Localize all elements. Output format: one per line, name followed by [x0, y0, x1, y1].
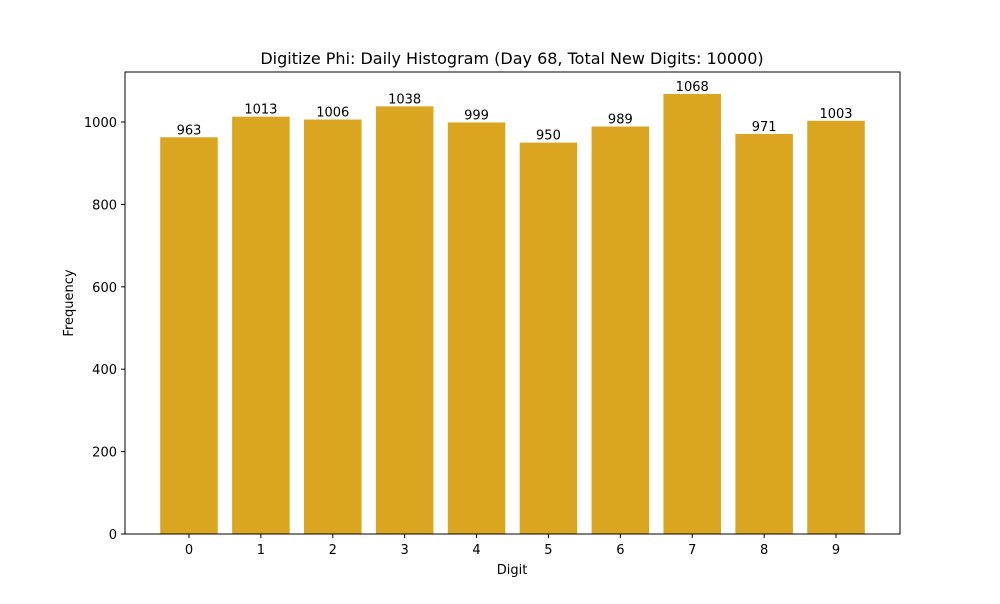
- x-tick-label: 5: [544, 543, 552, 558]
- y-tick-label: 1000: [84, 116, 117, 131]
- bar-value-label: 1038: [388, 92, 421, 107]
- bar-value-label: 1068: [676, 80, 709, 95]
- y-tick-label: 0: [109, 528, 117, 543]
- y-tick-label: 800: [92, 198, 117, 213]
- y-tick-label: 600: [92, 281, 117, 296]
- x-tick-label: 7: [688, 543, 696, 558]
- y-tick-label: 400: [92, 363, 117, 378]
- x-tick-label: 0: [185, 543, 193, 558]
- bar-value-label: 963: [177, 123, 202, 138]
- y-tick-label: 200: [92, 446, 117, 461]
- x-axis-label: Digit: [497, 563, 528, 578]
- x-tick-label: 8: [760, 543, 768, 558]
- bar-digit-7: [663, 94, 721, 534]
- x-tick-label: 9: [832, 543, 840, 558]
- bar-value-label: 1003: [819, 107, 852, 122]
- x-tick-label: 4: [472, 543, 480, 558]
- bar-digit-4: [447, 122, 506, 534]
- bar-value-label: 971: [752, 120, 777, 135]
- bar-value-label: 1013: [244, 103, 277, 118]
- bar-digit-8: [735, 133, 793, 535]
- x-tick-label: 6: [616, 543, 624, 558]
- x-tick-label: 2: [329, 543, 337, 558]
- bar-digit-9: [807, 120, 865, 535]
- x-tick-label: 1: [257, 543, 265, 558]
- bar-digit-3: [375, 106, 434, 534]
- bar-value-label: 989: [608, 113, 633, 128]
- x-tick-label: 3: [401, 543, 409, 558]
- bar-digit-2: [304, 119, 362, 535]
- y-axis-label: Frequency: [62, 269, 77, 336]
- bar-digit-1: [232, 116, 290, 534]
- bar-digit-6: [591, 126, 650, 534]
- chart-title: Digitize Phi: Daily Histogram (Day 68, T…: [260, 49, 763, 68]
- bar-value-label: 950: [536, 129, 561, 144]
- bar-digit-0: [160, 137, 218, 534]
- bar-value-label: 1006: [316, 106, 349, 121]
- plot-frame: [124, 71, 901, 535]
- bar-digit-5: [519, 142, 578, 534]
- bar-value-label: 999: [464, 108, 489, 123]
